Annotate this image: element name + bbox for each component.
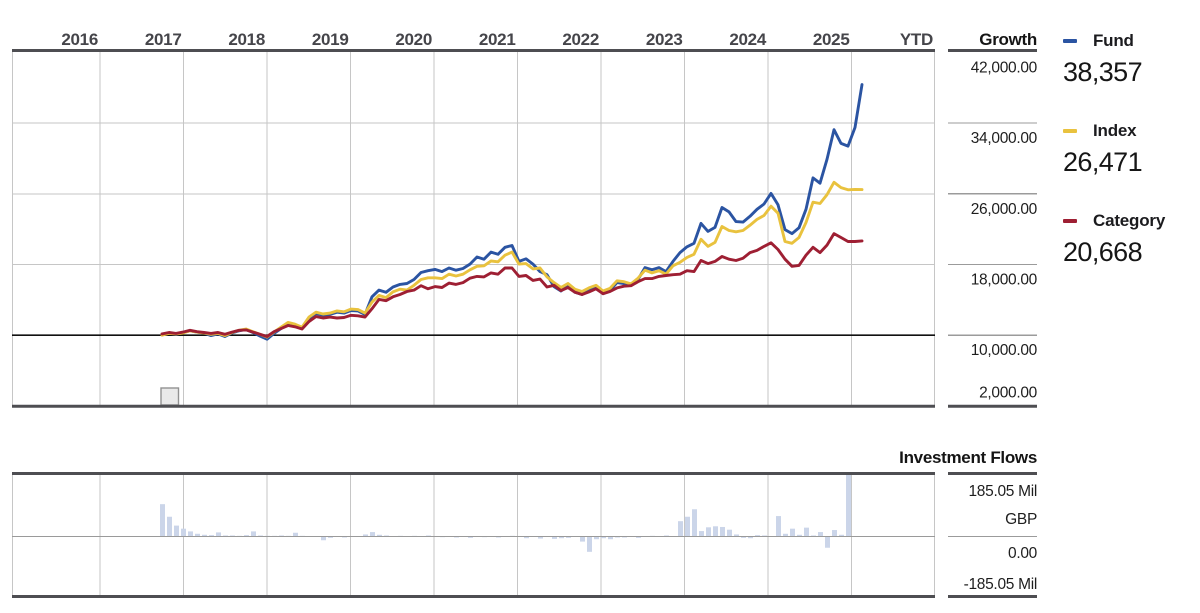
- flows-min-label: -185.05 Mil: [964, 576, 1037, 593]
- flow-bar: [293, 532, 298, 537]
- flows-title: Investment Flows: [899, 448, 1037, 467]
- flow-bar: [818, 532, 823, 537]
- flow-bar: [797, 534, 802, 537]
- flow-bar: [195, 533, 200, 537]
- year-label: 2019: [312, 30, 349, 49]
- flow-bar: [321, 536, 326, 541]
- growth-scale-label: 26,000.00: [971, 201, 1038, 218]
- flow-bar: [552, 536, 557, 539]
- flow-bar: [748, 536, 753, 539]
- year-label: 2022: [562, 30, 599, 49]
- flow-bar: [181, 528, 186, 537]
- fund-value: 38,357: [1063, 57, 1143, 87]
- flow-bar: [538, 536, 543, 539]
- flow-bar: [202, 534, 207, 537]
- index-value: 26,471: [1063, 147, 1143, 177]
- flow-bar: [160, 504, 165, 537]
- year-label: 2025: [813, 30, 850, 49]
- flow-bar: [566, 536, 571, 538]
- flow-bar: [678, 521, 683, 537]
- flow-bar: [594, 536, 599, 540]
- growth-scale-label: 42,000.00: [971, 59, 1038, 76]
- year-label: 2016: [61, 30, 98, 49]
- flow-bar: [174, 525, 179, 537]
- flow-bar: [755, 535, 760, 537]
- flow-bar: [216, 532, 221, 537]
- legend-item-index: Index: [1063, 121, 1137, 141]
- flow-bar: [692, 509, 697, 537]
- flow-bar: [741, 536, 746, 538]
- flow-bar: [720, 526, 725, 537]
- year-label: 2017: [145, 30, 182, 49]
- flow-bar: [608, 536, 613, 540]
- index-line-swatch-icon: [1063, 129, 1077, 133]
- flow-bar: [244, 535, 249, 537]
- inception-marker: [160, 387, 180, 406]
- flow-bar: [727, 529, 732, 537]
- year-label: YTD: [900, 30, 933, 49]
- year-label: 2021: [479, 30, 516, 49]
- fund-label: Fund: [1093, 31, 1134, 50]
- legend-item-fund: Fund: [1063, 31, 1134, 51]
- year-label: 2023: [646, 30, 683, 49]
- flow-bar: [587, 536, 592, 552]
- legend-item-category: Category: [1063, 211, 1165, 231]
- growth-scale-label: 10,000.00: [971, 342, 1038, 359]
- flow-bar: [601, 536, 606, 539]
- flow-bar: [328, 536, 333, 538]
- flow-bar: [580, 536, 585, 542]
- flow-bar: [209, 535, 214, 537]
- flow-bar: [804, 527, 809, 537]
- flow-bar: [188, 531, 193, 537]
- flows-zero-label: 0.00: [1008, 545, 1038, 562]
- flow-bar: [706, 527, 711, 537]
- flow-bar: [790, 528, 795, 537]
- flow-bar: [734, 534, 739, 537]
- flow-bar: [251, 531, 256, 537]
- flow-bar: [783, 533, 788, 537]
- flow-bar: [167, 516, 172, 537]
- growth-scale-label: 34,000.00: [971, 130, 1038, 147]
- flows-max-label: 185.05 Mil: [968, 483, 1037, 500]
- growth-title: Growth: [979, 30, 1037, 49]
- flow-bar: [363, 534, 368, 537]
- growth-scale-label: 18,000.00: [971, 272, 1038, 289]
- year-label: 2024: [729, 30, 766, 49]
- flow-bar: [832, 530, 837, 537]
- year-label: 2018: [228, 30, 265, 49]
- flow-bar: [370, 532, 375, 537]
- flows-currency-label: GBP: [1005, 511, 1037, 528]
- fund-line-swatch-icon: [1063, 39, 1077, 43]
- flow-bar: [713, 526, 718, 537]
- index-label: Index: [1093, 121, 1137, 140]
- flow-bar: [377, 534, 382, 537]
- category-value: 20,668: [1063, 237, 1143, 267]
- flow-bar: [825, 536, 830, 548]
- growth-scale-label: 2,000.00: [979, 384, 1038, 401]
- category-label: Category: [1093, 211, 1166, 230]
- flow-bar: [846, 473, 851, 537]
- flow-bar: [699, 531, 704, 537]
- flow-bar: [636, 536, 641, 538]
- category-line-swatch-icon: [1063, 219, 1077, 223]
- flow-bar: [468, 536, 473, 538]
- flow-bar: [559, 536, 564, 539]
- category-line: [160, 232, 864, 338]
- flow-bar: [776, 516, 781, 537]
- year-label: 2020: [395, 30, 432, 49]
- flow-bar: [685, 516, 690, 537]
- flow-bar: [839, 534, 844, 537]
- flow-bar: [524, 536, 529, 539]
